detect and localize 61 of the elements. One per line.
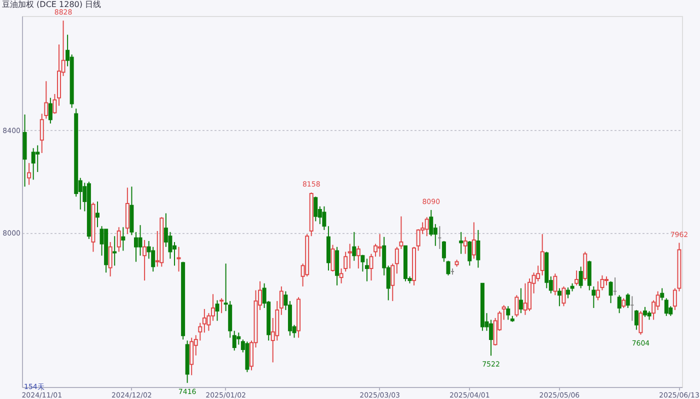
candlestick <box>378 234 382 258</box>
candlestick <box>518 288 523 314</box>
candlestick <box>142 239 147 282</box>
candlestick <box>52 93 57 114</box>
candlestick <box>27 162 32 186</box>
candlestick <box>574 270 579 286</box>
candlestick <box>472 222 476 260</box>
candlestick <box>96 201 100 228</box>
candlestick <box>232 330 236 352</box>
candlestick <box>215 300 220 322</box>
candlestick <box>622 298 626 308</box>
candlestick <box>463 236 468 254</box>
candlestick <box>121 226 126 252</box>
candlestick <box>112 236 117 266</box>
candlestick <box>360 254 365 272</box>
candlestick <box>553 273 558 296</box>
candlestick <box>638 310 643 336</box>
candlestick <box>656 290 660 311</box>
candlestick <box>108 242 112 277</box>
candlestick <box>566 286 570 299</box>
candlestick <box>634 310 638 330</box>
candlestick <box>236 332 241 346</box>
candlestick <box>314 196 318 222</box>
candlestick <box>502 304 506 320</box>
candlestick <box>356 245 360 269</box>
candlestick <box>322 206 326 230</box>
candlestick <box>459 232 464 254</box>
candlestick <box>523 282 528 316</box>
candlestick <box>36 144 40 172</box>
candlestick <box>190 337 194 376</box>
candlestick <box>279 286 284 316</box>
candlestick <box>514 294 519 318</box>
candlestick <box>506 306 510 320</box>
candlestick <box>562 286 566 307</box>
candlestick <box>369 253 374 282</box>
candlestick <box>578 266 583 289</box>
candlestick <box>608 280 613 304</box>
candlestick <box>617 294 622 314</box>
candlestick <box>660 288 664 301</box>
candlestick <box>48 97 52 124</box>
candlestick <box>176 246 181 272</box>
candlestick <box>540 234 544 276</box>
candlestick <box>31 148 36 180</box>
candlestick <box>352 232 356 262</box>
candlestick <box>424 216 429 237</box>
candlestick <box>476 229 480 268</box>
candlestick <box>202 308 206 334</box>
candlestick <box>557 288 562 307</box>
candlestick <box>626 292 630 308</box>
candlestick <box>348 243 352 269</box>
chart-title: 豆油加权 (DCE 1280) 日线 <box>2 0 102 9</box>
candlestick <box>210 294 215 322</box>
candlestick <box>116 226 121 252</box>
candlestick <box>374 243 378 258</box>
candlestick <box>364 258 369 282</box>
candlestick <box>390 263 395 302</box>
candlestick <box>429 209 434 237</box>
candlestick <box>138 224 142 256</box>
candlestick <box>468 240 472 266</box>
candlestick <box>664 298 668 316</box>
candlestick <box>220 298 224 314</box>
